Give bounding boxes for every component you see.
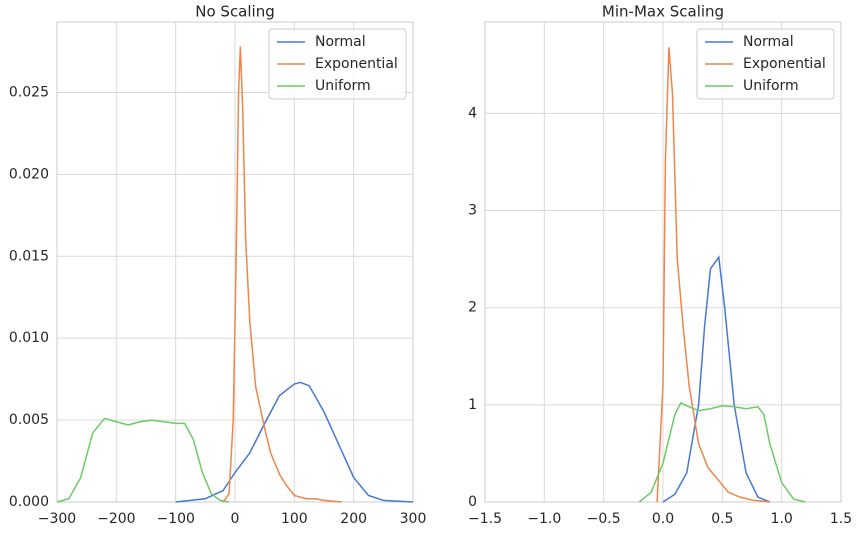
y-tick-label: 0.010: [9, 330, 49, 346]
y-tick-label: 0.000: [9, 494, 49, 510]
legend-label: Uniform: [743, 78, 799, 94]
x-tick-label: −1.5: [468, 511, 502, 527]
legend-label: Normal: [743, 34, 794, 50]
x-tick-label: −0.5: [587, 511, 621, 527]
legend-label: Exponential: [743, 56, 826, 72]
y-tick-label: 0.005: [9, 412, 49, 428]
legend-label: Normal: [315, 34, 366, 50]
x-tick-label: 1.0: [771, 511, 793, 527]
x-tick-label: 1.5: [830, 511, 852, 527]
legend-label: Uniform: [315, 78, 371, 94]
y-tick-label: 0: [468, 494, 477, 510]
y-tick-label: 1: [468, 397, 477, 413]
chart-title: No Scaling: [195, 3, 275, 21]
x-tick-label: −1.0: [527, 511, 561, 527]
plot-frame: [56, 21, 414, 503]
x-tick-label: −100: [156, 511, 194, 527]
y-tick-label: 0.020: [9, 166, 49, 182]
chart-title: Min-Max Scaling: [602, 3, 724, 21]
x-tick-label: 0.5: [711, 511, 733, 527]
y-tick-label: 3: [468, 203, 477, 219]
x-tick-label: 0: [231, 511, 240, 527]
legend-box: [696, 28, 835, 100]
line: [638, 401, 806, 503]
legend-box: [268, 28, 407, 100]
x-tick-label: 100: [281, 511, 308, 527]
line: [656, 47, 770, 503]
line: [222, 46, 342, 503]
legend: Normal Exponential Uniform: [696, 28, 835, 100]
legend: Normal Exponential Uniform: [268, 28, 407, 100]
y-tick-label: 2: [468, 300, 477, 316]
y-tick-label: 0.015: [9, 248, 49, 264]
x-tick-label: −200: [97, 511, 135, 527]
line: [56, 417, 230, 503]
x-tick-label: 200: [340, 511, 367, 527]
x-tick-label: 0.0: [652, 511, 674, 527]
x-tick-label: 300: [400, 511, 427, 527]
legend-label: Exponential: [315, 56, 398, 72]
y-tick-label: 0.025: [9, 84, 49, 100]
x-tick-label: −300: [38, 511, 76, 527]
y-tick-label: 4: [468, 105, 477, 121]
line: [662, 255, 771, 503]
